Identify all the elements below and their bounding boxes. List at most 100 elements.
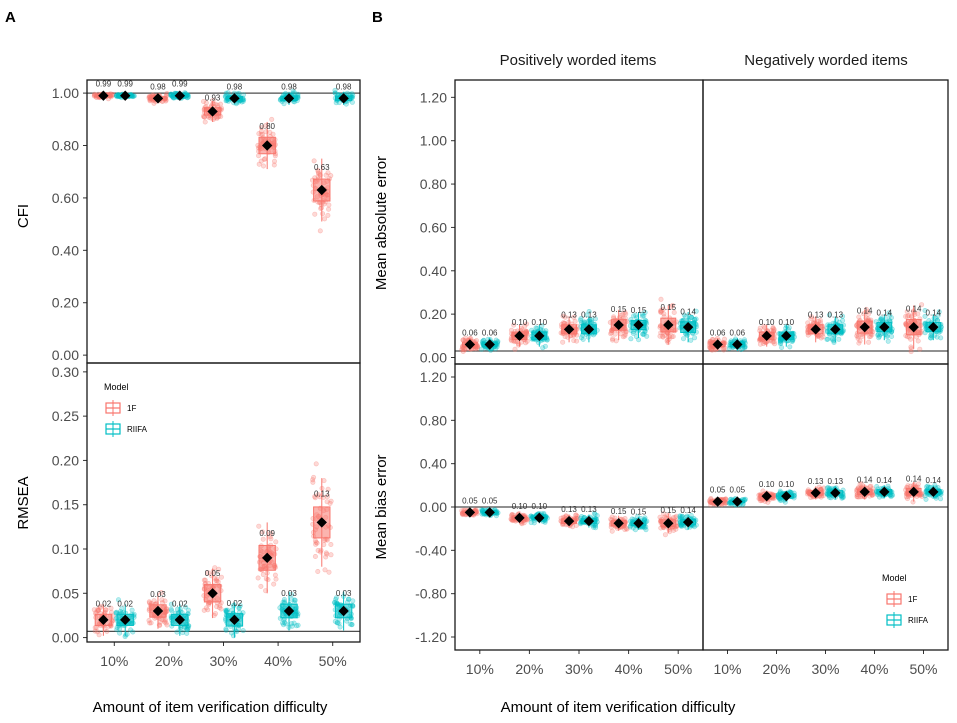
x-tick-label: 10% (466, 661, 494, 677)
data-label: 0.15 (631, 306, 647, 315)
jitter-point (611, 314, 617, 320)
mean-marker (338, 605, 349, 617)
jitter-point (206, 114, 212, 120)
jitter-point (218, 101, 224, 107)
y-tick-label: 0.80 (420, 176, 447, 192)
jitter-point (709, 336, 715, 342)
jitter-point (808, 316, 814, 322)
mean-marker (152, 605, 164, 617)
jitter-point (878, 315, 884, 321)
jitter-point (162, 617, 168, 623)
jitter-point (836, 336, 842, 342)
jitter-point (681, 312, 687, 318)
jitter-point (326, 569, 332, 575)
mean-marker (583, 324, 595, 335)
mean-marker (534, 512, 545, 524)
jitter-point (589, 317, 595, 323)
jitter-point (542, 343, 548, 349)
jitter-point (280, 622, 286, 628)
jitter-point (922, 313, 928, 319)
jitter-point (282, 620, 288, 626)
jitter-point (332, 90, 338, 96)
jitter-point (508, 327, 514, 333)
jitter-point (661, 511, 667, 517)
data-label: 0.10 (512, 502, 528, 511)
jitter-point (908, 336, 914, 342)
jitter-point (293, 623, 299, 629)
jitter-point (289, 623, 295, 629)
jitter-point (692, 335, 698, 341)
jitter-point (787, 344, 793, 350)
jitter-point (657, 309, 663, 315)
jitter-point (328, 541, 334, 547)
mean-marker (464, 507, 476, 518)
data-label: 0.05 (730, 486, 746, 495)
jitter-point (660, 333, 666, 339)
jitter-point (174, 629, 180, 635)
legend-b-label-1f: 1F (908, 595, 917, 604)
jitter-point (628, 336, 634, 342)
mean-marker (338, 93, 349, 104)
data-label: 0.02 (227, 599, 243, 608)
y-tick-label: 0.20 (420, 306, 447, 322)
jitter-point (580, 336, 586, 342)
data-label: 0.05 (482, 496, 498, 505)
y-tick-label: 0.30 (52, 364, 79, 380)
jitter-point (840, 318, 846, 324)
x-axis-title-a: Amount of item verification difficulty (93, 699, 328, 716)
x-tick-label: 40% (615, 661, 643, 677)
jitter-point (337, 624, 343, 630)
jitter-point (117, 630, 123, 636)
jitter-point (336, 620, 342, 626)
facet-label-positive: Positively worded items (500, 52, 657, 69)
jitter-point (825, 336, 831, 342)
jitter-point (260, 572, 266, 578)
jitter-point (563, 513, 569, 519)
jitter-point (591, 524, 597, 530)
jitter-point (459, 347, 465, 353)
jitter-point (721, 336, 727, 342)
jitter-point (662, 332, 668, 338)
jitter-point (644, 333, 650, 339)
jitter-point (680, 336, 686, 342)
jitter-point (95, 629, 101, 635)
y-tick-label: 1.20 (420, 369, 447, 385)
jitter-point (328, 173, 334, 179)
y-axis-title-mbe: Mean bias error (373, 454, 390, 559)
jitter-point (938, 335, 944, 341)
jitter-point (114, 627, 120, 633)
mean-marker (663, 518, 674, 529)
jitter-point (104, 628, 110, 634)
jitter-point (241, 92, 247, 98)
legend-a: Model 1F RIIFA (104, 382, 148, 437)
jitter-point (292, 90, 298, 96)
data-label: 0.05 (462, 496, 478, 505)
jitter-point (260, 536, 266, 542)
jitter-point (203, 605, 209, 611)
jitter-point (671, 309, 677, 315)
jitter-point (923, 496, 929, 502)
jitter-point (214, 578, 220, 584)
jitter-point (313, 539, 319, 545)
jitter-point (311, 474, 317, 480)
mean-marker (229, 93, 240, 104)
y-axis-title-mae: Mean absolute error (373, 156, 390, 290)
jitter-point (267, 534, 273, 540)
jitter-point (632, 527, 638, 533)
jitter-point (162, 619, 168, 625)
data-label: 0.98 (281, 82, 297, 91)
jitter-point (345, 596, 351, 602)
jitter-point (689, 314, 695, 320)
jitter-point (859, 333, 865, 339)
jitter-point (210, 97, 216, 103)
legend-a-key-1f (105, 400, 121, 416)
jitter-point (938, 496, 944, 502)
jitter-point (312, 495, 318, 501)
jitter-point (163, 620, 169, 626)
jitter-point (856, 340, 862, 346)
jitter-point (326, 202, 332, 208)
y-tick-label: 1.00 (420, 133, 447, 149)
y-tick-label: 0.05 (52, 585, 79, 601)
data-label: 0.13 (314, 490, 330, 499)
data-label: 0.14 (857, 475, 873, 484)
